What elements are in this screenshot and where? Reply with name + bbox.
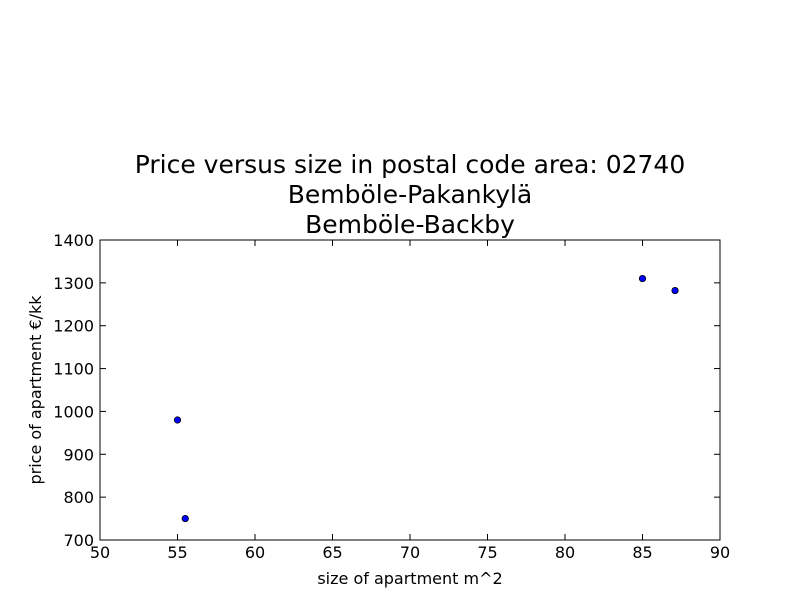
x-tick-label: 90 xyxy=(710,543,730,562)
y-tick-label: 700 xyxy=(63,531,94,550)
x-axis-label: size of apartment m^2 xyxy=(317,569,502,588)
data-points xyxy=(173,274,679,523)
scatter-point xyxy=(671,286,679,295)
axis-ticks: 50 55 60 65 70 75 80 85 90 700 800 900 1000 1100 1200 1… xyxy=(53,231,730,562)
y-tick-label: 1400 xyxy=(53,231,94,250)
x-tick-label: 50 xyxy=(90,543,110,562)
chart-title-line-3: Bemböle-Backby xyxy=(305,210,515,239)
x-tick-label: 60 xyxy=(245,543,265,562)
scatter-point xyxy=(173,416,182,424)
x-tick-label: 70 xyxy=(400,543,420,562)
x-tick-label: 75 xyxy=(477,543,497,562)
y-tick-label: 800 xyxy=(63,488,94,507)
y-tick-label: 900 xyxy=(63,445,94,464)
scatter-point xyxy=(638,274,647,283)
chart-title-line-2: Bemböle-Pakankylä xyxy=(288,180,533,209)
chart-title-line-1: Price versus size in postal code area: 0… xyxy=(135,150,685,179)
chart-title: Price versus size in postal code area: 0… xyxy=(135,150,685,239)
y-tick-label: 1000 xyxy=(53,402,94,421)
y-tick-label: 1200 xyxy=(53,317,94,336)
x-tick-label: 55 xyxy=(167,543,187,562)
y-tick-label: 1100 xyxy=(53,360,94,379)
plot-frame xyxy=(99,239,721,541)
scatter-point xyxy=(181,514,189,523)
x-tick-label: 80 xyxy=(555,543,575,562)
y-tick-label: 1300 xyxy=(53,274,94,293)
x-tick-label: 85 xyxy=(632,543,652,562)
x-tick-label: 65 xyxy=(322,543,342,562)
y-axis-label: price of apartment €/kk xyxy=(26,295,45,485)
